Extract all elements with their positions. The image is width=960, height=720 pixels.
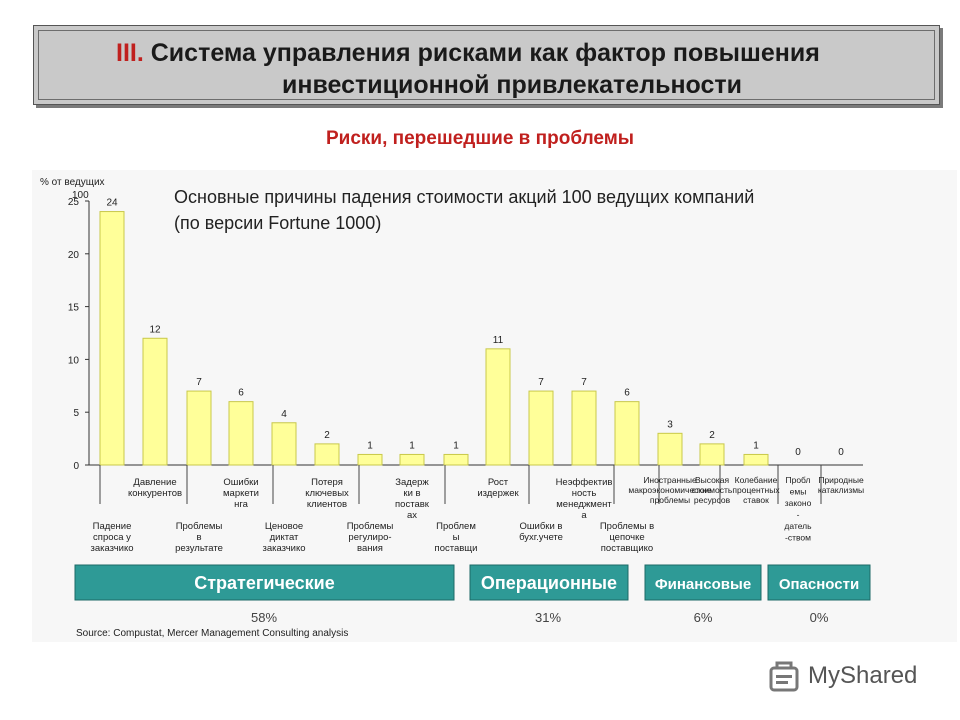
group-label: Стратегические (194, 573, 335, 593)
bar-value-label: 2 (709, 430, 715, 441)
bar (271, 422, 297, 466)
category-label: Проблем ы поставщи (435, 521, 478, 554)
group-box (644, 564, 762, 601)
source-note: Source: Compustat, Mercer Management Con… (76, 628, 349, 639)
bar-value-label: 2 (324, 430, 330, 441)
title-box: III. Система управления рисками как факт… (33, 25, 940, 105)
bar-value-label: 4 (281, 409, 287, 420)
bar (399, 453, 425, 466)
y-tick-label: 15 (68, 303, 80, 314)
category-label: Высокая стоимость ресурсов (692, 475, 733, 505)
bar-value-label: 12 (149, 324, 161, 335)
bar-value-label: 1 (453, 440, 459, 451)
chart-title-line2: (по версии Fortune 1000) (174, 213, 381, 233)
y-tick-label: 10 (68, 355, 80, 366)
myshared-logo-icon (769, 661, 799, 692)
category-label: Ошибки маркети нга (223, 477, 259, 510)
slide-title-line2: инвестиционной привлекательности (282, 71, 742, 99)
y-axis-label-cont: 100 (72, 190, 89, 201)
group-share: 31% (535, 610, 561, 625)
category-label: Пробл емы законо -датель -ством (784, 475, 812, 543)
group-box (74, 564, 455, 601)
category-label: Природные катаклизмы (818, 475, 864, 495)
category-label: Ошибки в бухг.учете (519, 521, 563, 543)
y-tick-label: 0 (73, 461, 79, 472)
bar (443, 453, 469, 466)
bar (571, 390, 597, 466)
bar (314, 443, 340, 466)
category-label: Проблемы в результате (175, 521, 223, 554)
y-axis-label: % от ведущих (40, 177, 105, 188)
category-label: Проблемы в цепочке поставщико (600, 521, 654, 554)
group-share: 58% (251, 610, 277, 625)
bar (142, 337, 168, 466)
bar-value-label: 1 (367, 440, 373, 451)
bar-value-label: 3 (667, 419, 673, 430)
slide-subtitle: Риски, перешедшие в проблемы (325, 128, 635, 149)
slide-title-number: III. (116, 39, 144, 67)
bar-value-label: 6 (624, 388, 630, 399)
bar (614, 401, 640, 466)
bar-value-label: 1 (753, 440, 759, 451)
bar-value-label: 11 (493, 335, 504, 346)
category-label: Проблемы регулиро-вания (347, 521, 394, 554)
bar-value-label: 7 (538, 377, 544, 388)
bar-value-label: 0 (838, 447, 844, 458)
bar (699, 443, 725, 466)
bar-value-label: 1 (409, 440, 415, 451)
bar (186, 390, 212, 466)
bar (485, 348, 511, 466)
chart-title-line1: Основные причины падения стоимости акций… (174, 187, 754, 207)
group-share: 6% (694, 610, 713, 625)
category-label: Задерж ки в поставк ах (395, 477, 430, 521)
category-label: Потеря ключевых клиентов (305, 477, 349, 510)
bar (743, 453, 769, 466)
y-tick-label: 5 (73, 408, 79, 419)
slide-title-text: Система управления рисками как фактор по… (150, 39, 820, 67)
bar (357, 453, 383, 466)
bar-value-label: 7 (581, 377, 587, 388)
myshared-logo: MyShared (768, 656, 917, 696)
category-label: Иностранные макроэкономические проблемы (628, 475, 712, 505)
group-share: 0% (810, 610, 829, 625)
bar (657, 432, 683, 466)
bar-value-label: 24 (106, 198, 118, 209)
bar (99, 211, 125, 466)
y-tick-label: 20 (68, 250, 80, 261)
category-label: Рост издержек (477, 477, 519, 499)
slide-title-line1: III. Система управления рисками как факт… (116, 39, 820, 68)
bar (528, 390, 554, 466)
group-box (767, 564, 871, 601)
group-box (469, 564, 629, 601)
category-label: Неэффектив ность менеджмент а (556, 477, 613, 521)
category-label: Давление конкурентов (128, 477, 182, 499)
group-label: Опасности (779, 576, 859, 593)
bar (228, 401, 254, 466)
myshared-logo-text: MyShared (808, 662, 918, 689)
bar-value-label: 0 (795, 447, 801, 458)
title-box-inner (38, 30, 935, 100)
bar-value-label: 6 (238, 388, 244, 399)
group-label: Операционные (481, 573, 617, 593)
y-tick-label: 25 (68, 197, 80, 208)
bar-value-label: 7 (196, 377, 202, 388)
category-label: Ценовое диктат заказчико (262, 521, 305, 554)
group-label: Финансовые (655, 576, 751, 593)
category-label: Колебание процентных ставок (732, 475, 780, 505)
category-label: Падение спроса у заказчико (90, 521, 133, 554)
